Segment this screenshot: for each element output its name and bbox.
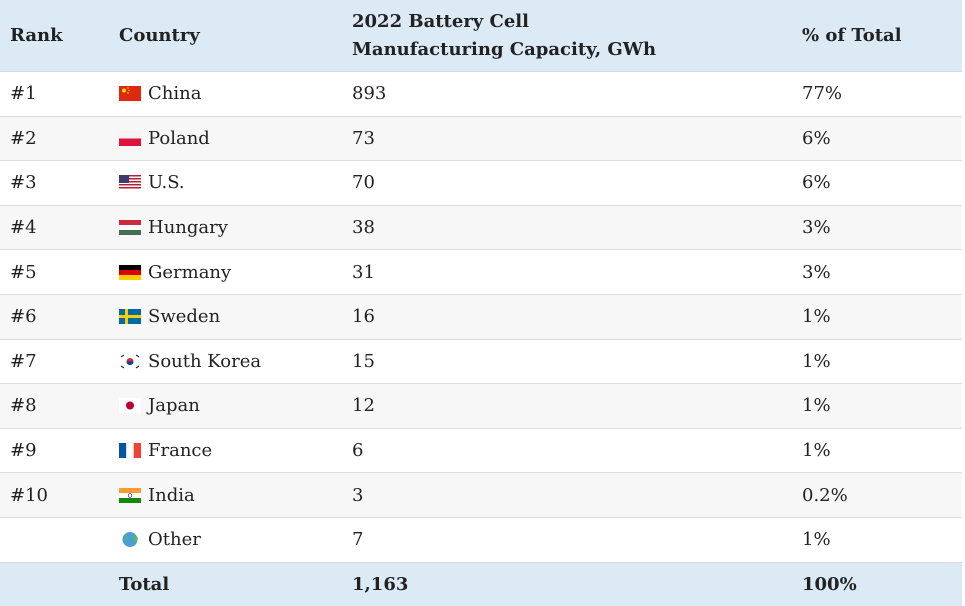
country-name: Germany bbox=[148, 261, 232, 283]
flag-icon bbox=[119, 86, 141, 102]
capacity-cell: 15 bbox=[352, 350, 375, 372]
flag-icon bbox=[119, 175, 141, 191]
header-cell: Country bbox=[119, 25, 200, 46]
percent-cell: 6% bbox=[802, 127, 831, 149]
capacity-cell: 6 bbox=[352, 440, 364, 462]
country-name: Other bbox=[148, 529, 201, 551]
capacity-cell: 38 bbox=[352, 217, 375, 239]
table-row: #5 Germany 31 3% bbox=[0, 250, 962, 295]
country-name: South Korea bbox=[148, 350, 262, 372]
total-cell: 100% bbox=[802, 573, 857, 595]
total-row: Total 1,163 100% bbox=[0, 562, 962, 606]
country-name: China bbox=[148, 83, 202, 105]
flag-icon bbox=[122, 532, 138, 548]
flag-icon bbox=[119, 130, 141, 146]
rank-cell: #4 bbox=[10, 217, 37, 239]
percent-cell: 0.2% bbox=[802, 484, 848, 506]
percent-cell: 77% bbox=[802, 83, 843, 105]
table-row: #2 Poland 73 6% bbox=[0, 116, 962, 162]
rank-cell: #1 bbox=[10, 83, 37, 105]
country-cell: Japan bbox=[119, 384, 200, 428]
table-row: #7 South Korea 15 1% bbox=[0, 340, 962, 385]
country-cell: France bbox=[119, 429, 212, 473]
country-name: U.S. bbox=[148, 172, 185, 194]
percent-cell: 1% bbox=[802, 440, 831, 462]
capacity-cell: 73 bbox=[352, 127, 375, 149]
country-cell: India bbox=[119, 473, 195, 517]
capacity-cell: 893 bbox=[352, 83, 387, 105]
country-name: India bbox=[148, 484, 195, 506]
total-label: Total bbox=[119, 573, 170, 595]
table-row: #10 India 3 0.2% bbox=[0, 473, 962, 518]
rank-cell: #9 bbox=[10, 440, 37, 462]
country-cell: Other bbox=[119, 518, 201, 562]
table-row: #3 U.S. 70 6% bbox=[0, 161, 962, 206]
country-name: Hungary bbox=[148, 217, 228, 239]
country-cell: Sweden bbox=[119, 295, 220, 339]
table-row: #6 Sweden 16 1% bbox=[0, 294, 962, 340]
flag-icon bbox=[119, 309, 141, 325]
percent-cell: 1% bbox=[802, 350, 831, 372]
country-name: Sweden bbox=[148, 306, 221, 328]
table-row: #8 Japan 12 1% bbox=[0, 384, 962, 429]
flag-icon bbox=[119, 353, 141, 369]
percent-cell: 1% bbox=[802, 306, 831, 328]
table-body: #1 China 893 77% #2 Poland 73 6% #3 U.S. 70 6% #4 Hun… bbox=[0, 72, 962, 563]
rank-cell: #3 bbox=[10, 172, 37, 194]
percent-cell: 3% bbox=[802, 217, 831, 239]
country-cell: South Korea bbox=[119, 340, 261, 384]
table-row: #4 Hungary 38 3% bbox=[0, 205, 962, 251]
header-cell: Rank bbox=[10, 25, 63, 46]
percent-cell: 6% bbox=[802, 172, 831, 194]
capacity-cell: 12 bbox=[352, 395, 375, 417]
country-cell: Germany bbox=[119, 250, 231, 294]
rank-cell: #2 bbox=[10, 127, 37, 149]
rank-cell: #5 bbox=[10, 261, 37, 283]
percent-cell: 1% bbox=[802, 395, 831, 417]
country-cell: Poland bbox=[119, 117, 210, 161]
header-row: Rank Country 2022 Battery Cell Manufactu… bbox=[0, 0, 962, 72]
country-cell: Hungary bbox=[119, 206, 228, 250]
header-cell: % of Total bbox=[802, 25, 902, 46]
capacity-cell: 16 bbox=[352, 306, 375, 328]
capacity-cell: 3 bbox=[352, 484, 364, 506]
rank-cell: #8 bbox=[10, 395, 37, 417]
flag-icon bbox=[119, 220, 141, 236]
total-cell: 1,163 bbox=[352, 573, 409, 595]
flag-icon bbox=[119, 443, 141, 459]
flag-icon bbox=[119, 264, 141, 280]
flag-icon bbox=[119, 398, 141, 414]
table-row: #1 China 893 77% bbox=[0, 72, 962, 117]
country-cell: China bbox=[119, 72, 201, 116]
percent-cell: 3% bbox=[802, 261, 831, 283]
percent-cell: 1% bbox=[802, 529, 831, 551]
capacity-cell: 31 bbox=[352, 261, 375, 283]
rank-cell: #6 bbox=[10, 306, 37, 328]
table-row: #9 France 6 1% bbox=[0, 429, 962, 474]
country-name: Japan bbox=[148, 395, 200, 417]
rank-cell: #10 bbox=[10, 484, 48, 506]
capacity-cell: 70 bbox=[352, 172, 375, 194]
country-name: Poland bbox=[148, 127, 210, 149]
flag-icon bbox=[119, 487, 141, 503]
country-cell: U.S. bbox=[119, 161, 185, 205]
header-cell: 2022 Battery Cell Manufacturing Capacity… bbox=[352, 10, 657, 60]
table-row: Other 7 1% bbox=[0, 518, 962, 563]
country-name: France bbox=[148, 440, 213, 462]
rank-cell: #7 bbox=[10, 350, 37, 372]
capacity-cell: 7 bbox=[352, 529, 364, 551]
